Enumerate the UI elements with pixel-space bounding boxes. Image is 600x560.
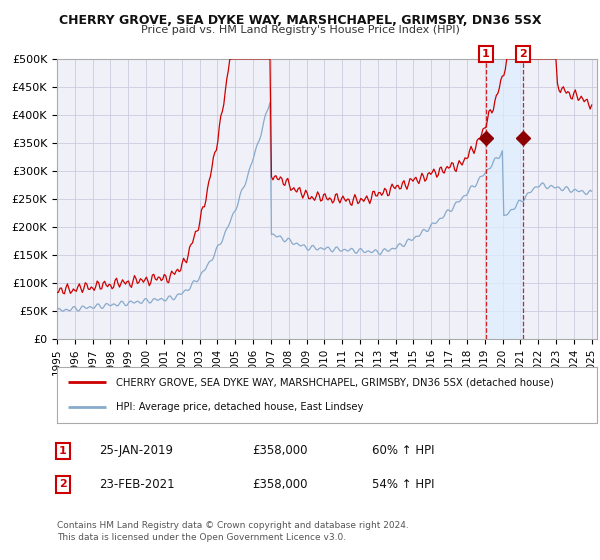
Text: 1: 1	[59, 446, 67, 456]
Text: 23-FEB-2021: 23-FEB-2021	[99, 478, 175, 491]
Text: 2: 2	[519, 49, 527, 59]
Bar	[486, 59, 523, 339]
Text: 2: 2	[59, 479, 67, 489]
Text: 25-JAN-2019: 25-JAN-2019	[99, 444, 173, 458]
Text: 60% ↑ HPI: 60% ↑ HPI	[372, 444, 434, 458]
Text: CHERRY GROVE, SEA DYKE WAY, MARSHCHAPEL, GRIMSBY, DN36 5SX (detached house): CHERRY GROVE, SEA DYKE WAY, MARSHCHAPEL,…	[116, 377, 554, 388]
Text: Contains HM Land Registry data © Crown copyright and database right 2024.
This d: Contains HM Land Registry data © Crown c…	[57, 521, 409, 542]
Text: 1: 1	[482, 49, 490, 59]
Text: £358,000: £358,000	[252, 444, 308, 458]
Text: £358,000: £358,000	[252, 478, 308, 491]
Text: Price paid vs. HM Land Registry's House Price Index (HPI): Price paid vs. HM Land Registry's House …	[140, 25, 460, 35]
Text: HPI: Average price, detached house, East Lindsey: HPI: Average price, detached house, East…	[116, 402, 364, 412]
Text: 54% ↑ HPI: 54% ↑ HPI	[372, 478, 434, 491]
Text: CHERRY GROVE, SEA DYKE WAY, MARSHCHAPEL, GRIMSBY, DN36 5SX: CHERRY GROVE, SEA DYKE WAY, MARSHCHAPEL,…	[59, 14, 541, 27]
